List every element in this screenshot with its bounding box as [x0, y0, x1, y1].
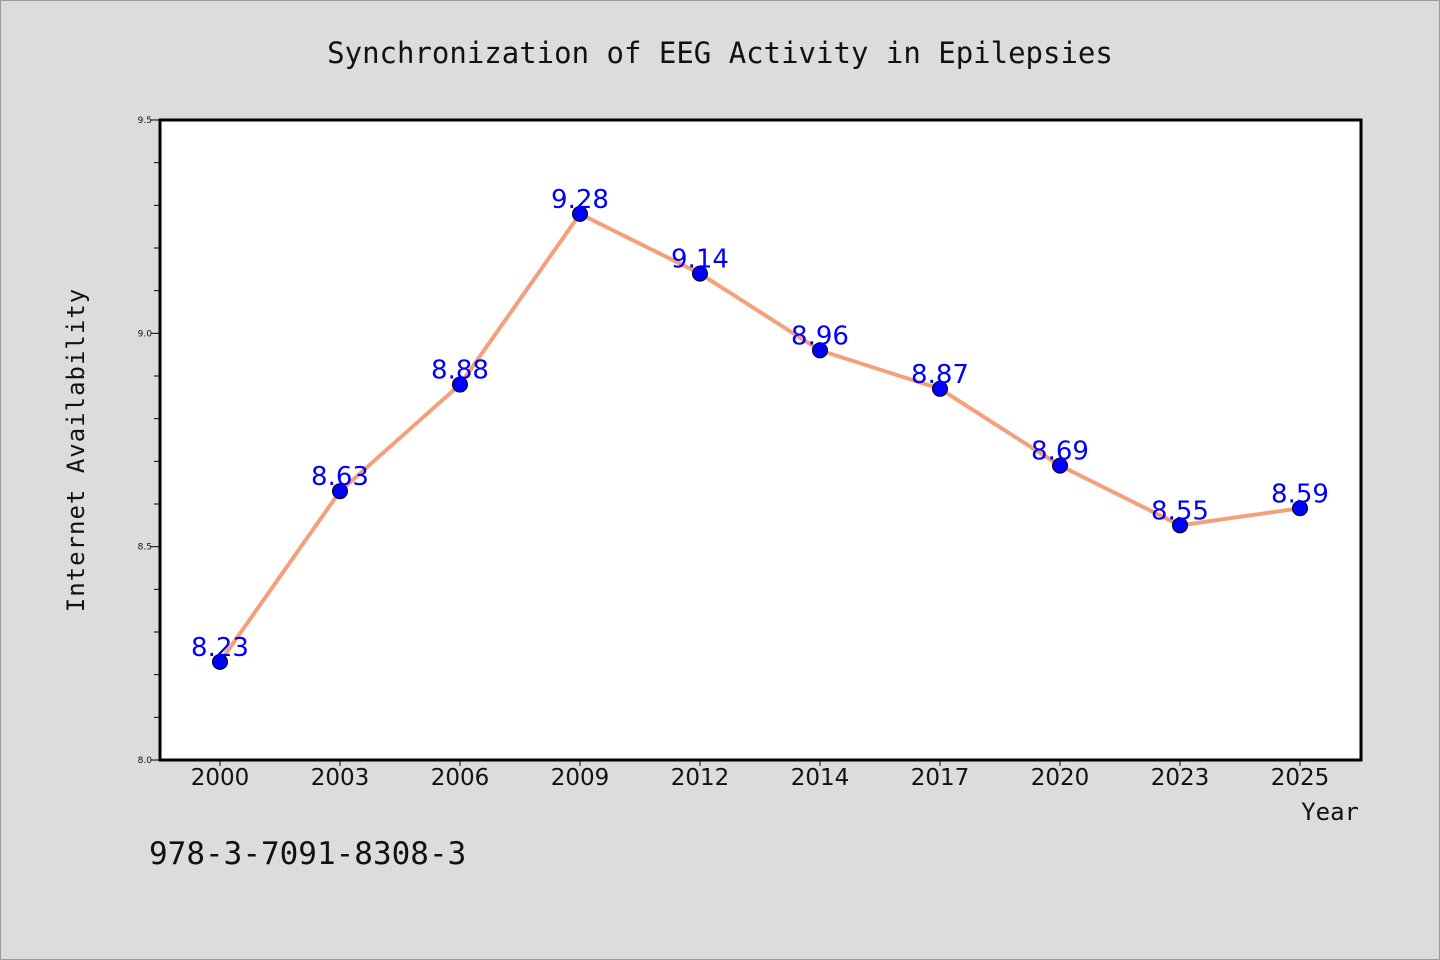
x-tick-label: 2012	[671, 765, 730, 791]
data-point	[332, 483, 348, 500]
data-point	[932, 380, 948, 397]
y-tick-label: 9.0	[138, 329, 153, 339]
data-points	[212, 205, 1308, 670]
x-tick-label: 2025	[1271, 765, 1330, 791]
x-tick-label: 2017	[911, 765, 970, 791]
y-tick-label: 8.0	[138, 756, 153, 766]
y-axis-ticks: 8.0 8.5 9.0 9.5	[138, 116, 160, 766]
y-axis-label: Internet Availability	[62, 288, 90, 612]
data-label: 8.88	[431, 356, 489, 386]
chart-title: Synchronization of EEG Activity in Epile…	[327, 36, 1113, 70]
data-point	[212, 653, 228, 670]
x-tick-label: 2009	[551, 765, 610, 791]
data-point	[812, 342, 828, 359]
data-label: 8.23	[191, 633, 249, 663]
data-label: 9.28	[551, 185, 609, 215]
data-label: 8.69	[1031, 437, 1089, 467]
plot-area	[160, 120, 1361, 760]
footnote-isbn: 978-3-7091-8308-3	[149, 836, 466, 872]
plot-frame	[158, 118, 1363, 762]
data-label: 8.96	[791, 321, 849, 351]
series-line	[218, 211, 1302, 664]
data-point	[1172, 517, 1188, 534]
data-label: 8.59	[1271, 479, 1329, 509]
x-tick-label: 2023	[1151, 765, 1210, 791]
x-tick-label: 2020	[1031, 765, 1090, 791]
data-label: 8.63	[311, 462, 369, 492]
y-tick-label: 9.5	[138, 116, 152, 126]
data-point	[452, 376, 468, 393]
x-axis-label: Year	[1301, 798, 1359, 826]
x-tick-label: 2006	[431, 765, 490, 791]
data-point	[572, 205, 588, 222]
data-label: 8.87	[911, 360, 969, 390]
data-point	[1292, 500, 1308, 517]
data-label: 9.14	[671, 245, 729, 275]
x-axis-ticks: 2000 2003 2006 2009 2012 2014 2017 2020 2023 2025	[191, 760, 1330, 791]
x-tick-label: 2000	[191, 765, 250, 791]
x-tick-label: 2014	[791, 765, 850, 791]
data-label: 8.55	[1151, 496, 1209, 526]
data-point	[1052, 457, 1068, 474]
y-tick-label: 8.5	[138, 543, 152, 553]
x-tick-label: 2003	[311, 765, 370, 791]
data-labels: 8.23 8.63 8.88 9.28 9.14 8.96 8.87 8.69 8.55 8.59	[191, 185, 1329, 663]
data-point	[692, 265, 708, 282]
